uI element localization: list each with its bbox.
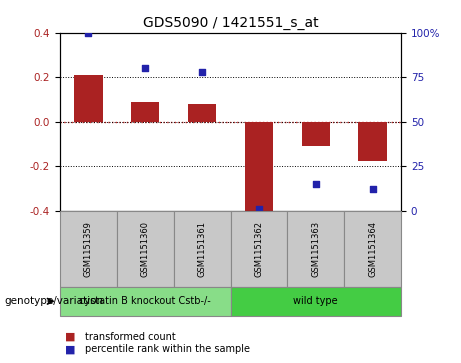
Text: cystatin B knockout Cstb-/-: cystatin B knockout Cstb-/- — [79, 296, 211, 306]
Text: GSM1151360: GSM1151360 — [141, 221, 150, 277]
Point — [369, 186, 376, 192]
Bar — [301, 122, 330, 146]
Text: ■: ■ — [65, 344, 75, 354]
Bar — [74, 75, 102, 122]
Text: percentile rank within the sample: percentile rank within the sample — [85, 344, 250, 354]
Text: GSM1151363: GSM1151363 — [311, 221, 320, 277]
Point — [142, 65, 149, 71]
Text: ■: ■ — [65, 332, 75, 342]
Bar — [358, 122, 387, 160]
Bar — [131, 102, 160, 122]
Bar — [287, 211, 344, 287]
Bar — [230, 287, 401, 316]
Title: GDS5090 / 1421551_s_at: GDS5090 / 1421551_s_at — [143, 16, 318, 30]
Point — [198, 69, 206, 75]
Point — [85, 30, 92, 36]
Point — [312, 181, 319, 187]
Text: GSM1151359: GSM1151359 — [84, 221, 93, 277]
Bar — [117, 211, 174, 287]
Text: wild type: wild type — [294, 296, 338, 306]
Point — [255, 206, 263, 212]
Text: GSM1151361: GSM1151361 — [198, 221, 207, 277]
Bar — [230, 211, 287, 287]
Text: transformed count: transformed count — [85, 332, 176, 342]
Text: GSM1151364: GSM1151364 — [368, 221, 377, 277]
Bar — [60, 287, 230, 316]
Bar — [174, 211, 230, 287]
Bar — [245, 122, 273, 211]
Bar — [188, 104, 216, 122]
Bar — [344, 211, 401, 287]
Text: GSM1151362: GSM1151362 — [254, 221, 263, 277]
Bar — [60, 211, 117, 287]
Text: genotype/variation: genotype/variation — [5, 296, 104, 306]
